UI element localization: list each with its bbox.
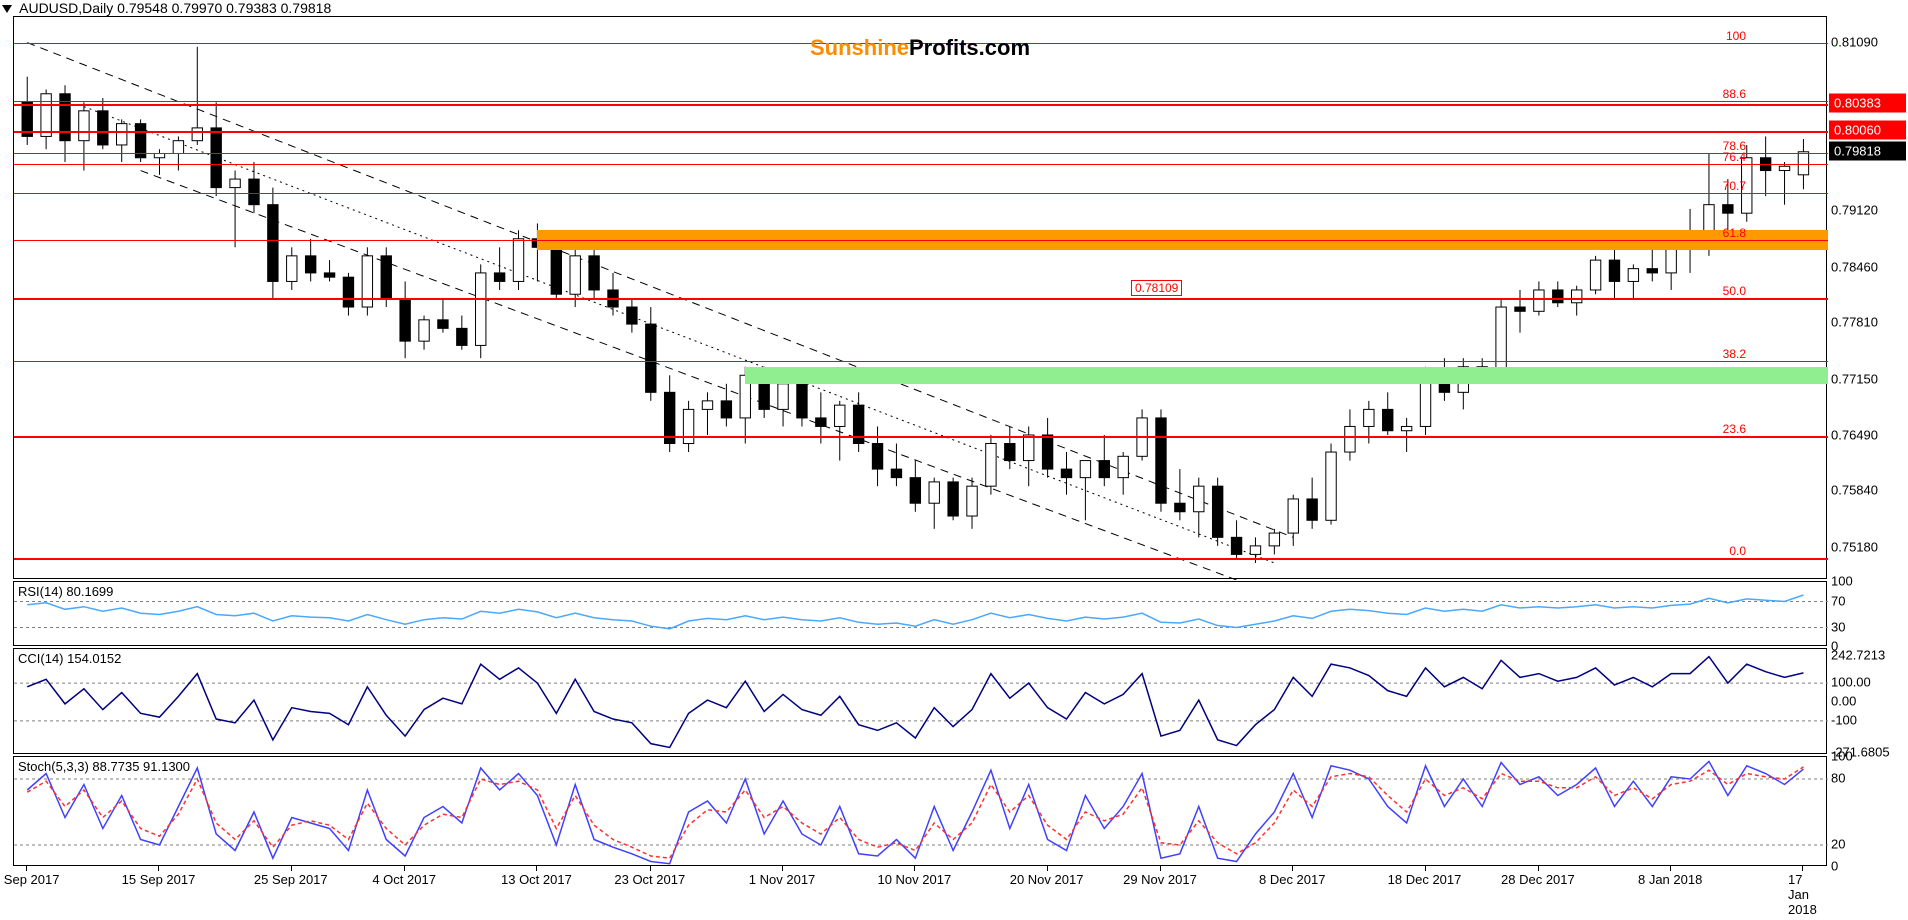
fib-line [14,436,1828,437]
y-axis-tick: 0.78460 [1831,259,1906,274]
chart-title: AUDUSD,Daily 0.79548 0.79970 0.79383 0.7… [2,0,331,16]
x-axis-tick: 8 Jan 2018 [1638,872,1702,887]
stoch-label: Stoch(5,3,3) 88.7735 91.1300 [18,759,190,774]
y-axis-tick: 0.77810 [1831,315,1906,330]
fib-line [14,298,1828,299]
x-axis-tick: 28 Dec 2017 [1501,872,1575,887]
fib-line [14,361,1828,362]
rsi-label: RSI(14) 80.1699 [18,584,113,599]
fib-label: 70.7 [1723,179,1746,193]
fib-label: 50.0 [1723,284,1746,298]
symbol-label: AUDUSD,Daily [19,0,113,16]
fib-line [14,101,1828,102]
price-box: 0.80060 [1829,121,1906,140]
x-axis-tick: 23 Oct 2017 [614,872,685,887]
indicator-y-tick: 100 [1831,749,1853,764]
x-axis-tick: 25 Sep 2017 [254,872,328,887]
y-axis-tick: 0.76490 [1831,427,1906,442]
fib-label: 38.2 [1723,347,1746,361]
cci-label: CCI(14) 154.0152 [18,651,121,666]
rsi-panel[interactable]: RSI(14) 80.1699 [13,581,1827,646]
price-box: 0.80383 [1829,93,1906,112]
indicator-y-tick: 80 [1831,771,1845,786]
fib-line [14,240,1828,241]
stoch-svg [14,757,1828,867]
x-axis-tick: 13 Oct 2017 [501,872,572,887]
indicator-y-tick: 100.00 [1831,675,1871,690]
fib-label: 61.8 [1723,226,1746,240]
x-axis-tick: 4 Oct 2017 [372,872,436,887]
fib-label: 76.4 [1723,150,1746,164]
cci-panel[interactable]: CCI(14) 154.0152 [13,648,1827,754]
fib-label: 0.0 [1729,544,1746,558]
x-axis-tick: 1 Nov 2017 [749,872,816,887]
watermark: SunshineProfits.com [810,35,1030,61]
indicator-y-tick: 0 [1831,859,1838,874]
price-zone [745,367,1828,384]
price-box: 0.79818 [1829,141,1906,160]
price-annotation: 0.78109 [1131,280,1182,296]
x-axis-tick: 29 Nov 2017 [1123,872,1197,887]
x-axis-tick: 10 Nov 2017 [877,872,951,887]
horizontal-line [14,104,1828,106]
indicator-y-tick: 30 [1831,619,1845,634]
horizontal-line [14,131,1828,133]
x-axis-tick: 8 Dec 2017 [1259,872,1326,887]
fib-line [14,558,1828,559]
x-axis: 6 Sep 201715 Sep 201725 Sep 20174 Oct 20… [13,866,1827,918]
fib-label: 23.6 [1723,422,1746,436]
indicator-y-tick: -100 [1831,712,1857,727]
y-axis-tick: 0.77150 [1831,371,1906,386]
fib-line [14,153,1828,154]
indicator-y-tick: 20 [1831,837,1845,852]
rsi-svg [14,582,1828,647]
x-axis-tick: 15 Sep 2017 [122,872,196,887]
stoch-panel[interactable]: Stoch(5,3,3) 88.7735 91.1300 [13,756,1827,866]
indicator-y-tick: 70 [1831,593,1845,608]
x-axis-tick: 17 Jan 2018 [1788,872,1817,917]
y-axis-tick: 0.79120 [1831,203,1906,218]
main-price-chart[interactable]: SunshineProfits.com 10088.678.676.470.76… [13,16,1827,579]
dropdown-icon [2,5,12,13]
x-axis-tick: 18 Dec 2017 [1388,872,1462,887]
y-axis-tick: 0.75180 [1831,539,1906,554]
indicator-y-tick: 242.7213 [1831,648,1885,663]
ohlc-label: 0.79548 0.79970 0.79383 0.79818 [117,0,331,16]
y-axis-tick: 0.75840 [1831,483,1906,498]
fib-label: 100 [1726,29,1746,43]
indicator-y-tick: 100 [1831,574,1853,589]
fib-line [14,164,1828,165]
x-axis-tick: 20 Nov 2017 [1010,872,1084,887]
cci-svg [14,649,1828,755]
fib-line [14,193,1828,194]
fib-label: 88.6 [1723,87,1746,101]
x-axis-tick: 6 Sep 2017 [0,872,59,887]
indicator-y-tick: 0.00 [1831,694,1856,709]
y-axis-tick: 0.81090 [1831,35,1906,50]
